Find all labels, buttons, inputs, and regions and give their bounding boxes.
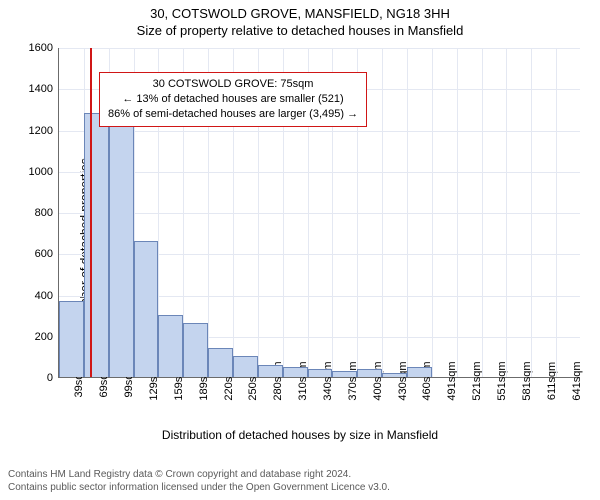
gridline-v: [432, 48, 433, 377]
histogram-bar: [332, 371, 357, 377]
gridline-v: [482, 48, 483, 377]
histogram-bar: [283, 367, 308, 377]
histogram-bar: [59, 301, 84, 377]
ytick-label: 1000: [29, 166, 53, 178]
gridline-v: [556, 48, 557, 377]
ytick-label: 200: [35, 331, 53, 343]
gridline-v: [382, 48, 383, 377]
gridline-h: [59, 213, 580, 214]
ytick-label: 1600: [29, 42, 53, 54]
footer-line-2: Contains public sector information licen…: [8, 481, 390, 494]
histogram-bar: [308, 369, 333, 377]
histogram-bar: [357, 369, 382, 377]
histogram-bar: [258, 365, 283, 377]
ytick-label: 400: [35, 290, 53, 302]
chart-container: Number of detached properties 0200400600…: [0, 42, 600, 440]
gridline-v: [457, 48, 458, 377]
histogram-bar: [233, 356, 258, 377]
plot-area: 0200400600800100012001400160039sqm69sqm9…: [58, 48, 580, 378]
annotation-line-0: 30 COTSWOLD GROVE: 75sqm: [108, 77, 358, 92]
annotation-line-2: 86% of semi-detached houses are larger (…: [108, 107, 358, 122]
page-title-main: 30, COTSWOLD GROVE, MANSFIELD, NG18 3HH: [0, 0, 600, 21]
page-title-sub: Size of property relative to detached ho…: [0, 21, 600, 42]
histogram-bar: [84, 113, 109, 377]
ytick-label: 1400: [29, 83, 53, 95]
gridline-v: [407, 48, 408, 377]
gridline-v: [506, 48, 507, 377]
gridline-h: [59, 48, 580, 49]
gridline-h: [59, 131, 580, 132]
annotation-line-1: ← 13% of detached houses are smaller (52…: [108, 92, 358, 107]
x-axis-title: Distribution of detached houses by size …: [0, 428, 600, 442]
ytick-label: 1200: [29, 125, 53, 137]
footer-line-1: Contains HM Land Registry data © Crown c…: [8, 468, 390, 481]
footer-attribution: Contains HM Land Registry data © Crown c…: [8, 468, 390, 494]
histogram-bar: [407, 367, 432, 377]
histogram-bar: [158, 315, 183, 377]
histogram-bar: [109, 125, 134, 377]
xtick-label: 641sqm: [569, 361, 583, 400]
gridline-v: [531, 48, 532, 377]
ytick-label: 0: [47, 372, 53, 384]
gridline-h: [59, 172, 580, 173]
histogram-bar: [382, 373, 407, 377]
histogram-bar: [134, 241, 159, 377]
histogram-bar: [208, 348, 233, 377]
ytick-label: 600: [35, 248, 53, 260]
property-marker-line: [90, 48, 92, 377]
histogram-bar: [183, 323, 208, 377]
annotation-box: 30 COTSWOLD GROVE: 75sqm← 13% of detache…: [99, 72, 367, 127]
ytick-label: 800: [35, 207, 53, 219]
